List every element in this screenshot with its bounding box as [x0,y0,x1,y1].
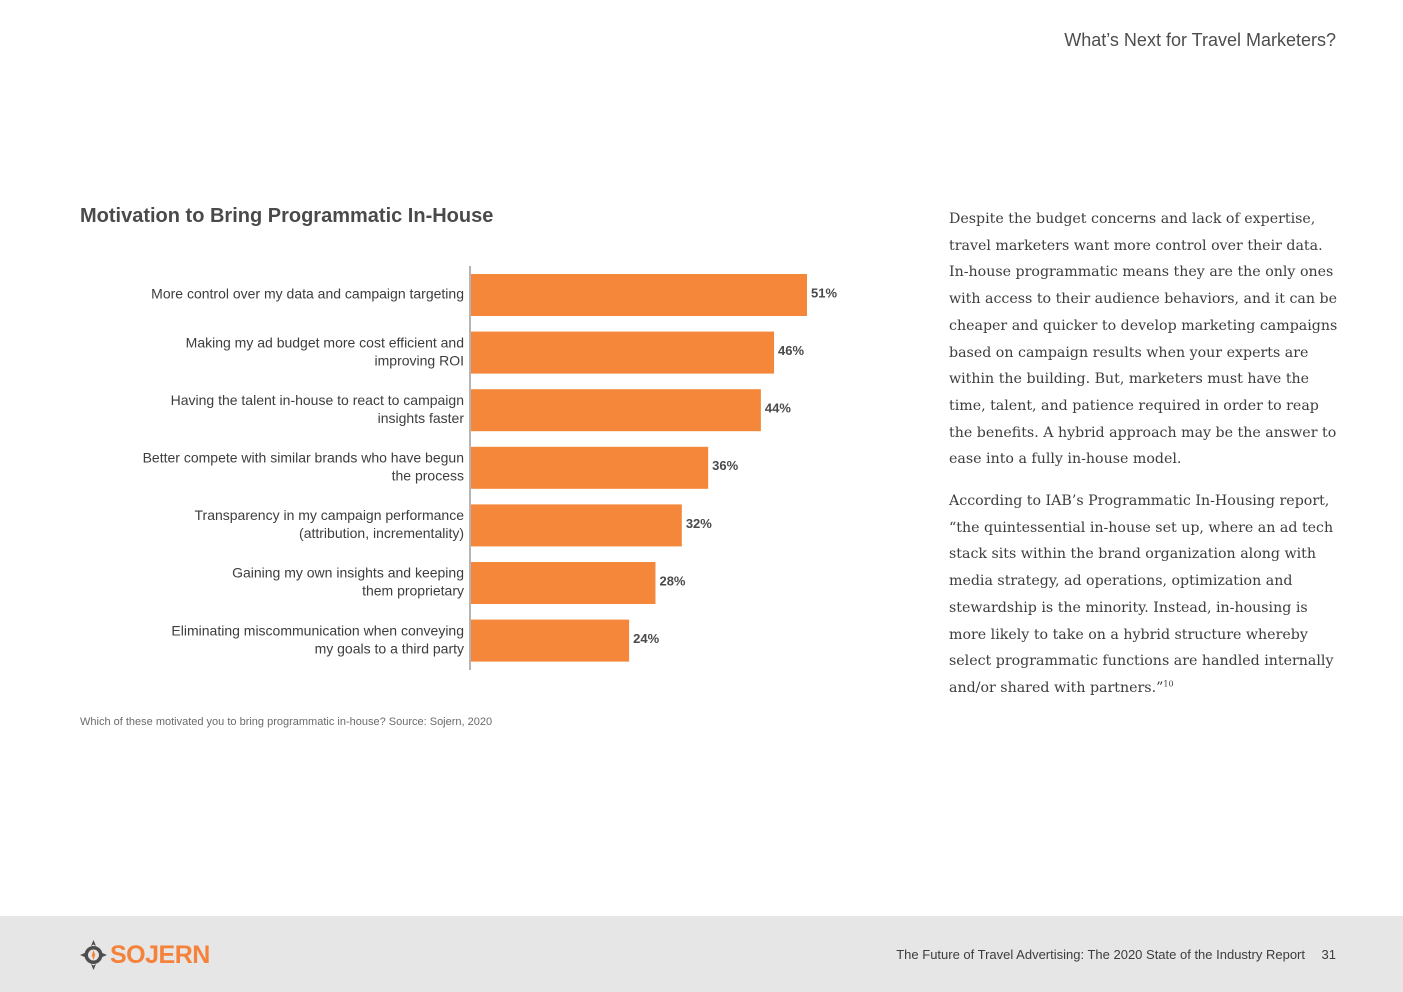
bar-value-label: 51% [811,285,837,300]
footer-report-title: The Future of Travel Advertising: The 20… [896,947,1305,962]
bar-value-label: 28% [659,573,685,588]
footnote-marker: 10 [1163,679,1174,689]
bar-value-label: 36% [712,458,738,473]
compass-icon [80,940,107,970]
chart-title: Motivation to Bring Programmatic In-Hous… [80,205,494,227]
bar-value-label: 32% [686,516,712,531]
bar-chart: 51% More control over my data and campaig… [143,266,837,670]
category-label: Better compete with similar brands who h… [143,450,464,484]
body-paragraph-1: Despite the budget concerns and lack of … [949,211,1338,468]
category-label: Eliminating miscommunication when convey… [171,622,464,656]
bar [471,619,630,662]
bar [471,562,656,604]
category-label: Transparency in my campaign performance(… [195,507,465,541]
bar-value-label: 24% [633,631,659,646]
sojern-logo: SOJERN [80,940,210,970]
bar [471,446,709,489]
chart-source-note: Which of these motivated you to bring pr… [80,716,493,728]
category-label: More control over my data and campaign t… [151,286,464,302]
bar [471,331,775,374]
category-label: Having the talent in-house to react to c… [171,392,465,426]
body-paragraph-2-text: According to IAB’s Programmatic In-Housi… [949,493,1334,696]
body-text: Despite the budget concerns and lack of … [949,206,1341,717]
bar [471,504,682,547]
section-title: What’s Next for Travel Marketers? [1064,30,1336,50]
body-paragraph-2: According to IAB’s Programmatic In-Housi… [949,488,1341,702]
page-footer: SOJERN The Future of Travel Advertising:… [0,916,1403,992]
category-label: Gaining my own insights and keeping them … [232,565,464,599]
logo-wordmark: SOJERN [110,940,210,969]
bar-value-label: 44% [765,401,791,416]
bar-value-label: 46% [778,343,804,358]
category-label: Making my ad budget more cost efficient … [186,334,464,368]
bar [471,274,807,316]
page-number: 31 [1321,947,1336,962]
bar [471,389,761,432]
